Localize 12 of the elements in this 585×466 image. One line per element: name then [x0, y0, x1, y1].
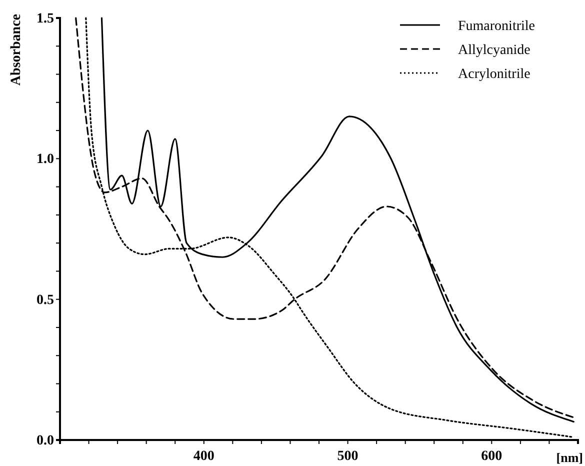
- y-tick-label: 1.5: [36, 11, 54, 26]
- x-axis-title: [nm]: [556, 450, 583, 465]
- legend-label: Fumaronitrile: [458, 19, 535, 34]
- legend-label: Allylcyanide: [458, 43, 530, 58]
- y-tick-label: 0.0: [36, 433, 54, 448]
- y-axis-title: Absorbance: [9, 14, 24, 86]
- legend-label: Acrylonitrile: [458, 67, 530, 82]
- x-tick-label: 600: [481, 448, 502, 464]
- x-tick-label: 500: [337, 448, 358, 464]
- x-tick-label: 400: [193, 448, 214, 464]
- y-tick-label: 1.0: [36, 152, 54, 168]
- y-tick-label: 0.5: [36, 292, 54, 308]
